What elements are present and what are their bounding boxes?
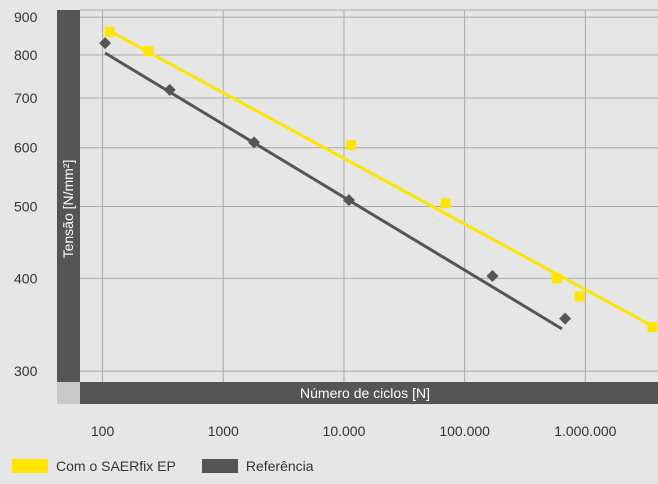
trend-line-referencia [104,51,563,331]
y-tick-label: 500 [14,198,38,214]
data-point-saerfix [143,46,154,57]
y-axis-label: Tensão [N/mm²] [60,160,76,259]
x-tick-label: 10.000 [323,423,366,439]
data-point-saerfix [440,198,451,209]
x-tick-label: 1000 [208,423,239,439]
y-tick-label: 600 [14,140,38,156]
data-point-referencia [342,194,355,207]
x-tick-labels: 100 1000 10.000 100.000 1.000.000 [91,423,617,439]
data-point-referencia [163,83,176,96]
y-tick-label: 400 [14,270,38,286]
data-point-saerfix [574,291,585,302]
legend-swatch-referencia [201,459,238,473]
series-layer [99,26,658,332]
data-point-referencia [486,269,499,282]
data-point-saerfix [346,140,357,151]
legend-label-referencia: Referência [245,458,314,474]
grid [80,9,658,382]
x-axis-label: Número de ciclos [N] [300,385,430,401]
data-point-saerfix [104,26,115,37]
legend-swatch-saerfix [12,459,48,473]
legend-item-saerfix: Com o SAERfix EP [12,458,176,474]
x-tick-label: 100.000 [439,423,490,439]
data-point-saerfix [551,273,562,284]
y-tick-label: 800 [14,47,38,63]
y-axis-band [57,10,80,382]
axis-corner [57,382,80,404]
y-tick-label: 900 [14,9,38,25]
x-tick-label: 1.000.000 [554,423,616,439]
data-point-referencia [559,312,572,325]
y-tick-labels: 300 400 500 600 700 800 900 [14,9,38,379]
x-tick-label: 100 [91,423,115,439]
legend: Com o SAERfix EP Referência [12,458,340,474]
series-referencia [99,37,572,331]
data-point-saerfix [647,321,658,332]
data-point-referencia [99,37,112,50]
x-axis-band [80,382,658,404]
legend-label-saerfix: Com o SAERfix EP [56,458,176,474]
data-point-referencia [248,136,261,149]
series-saerfix [104,26,658,332]
y-tick-label: 300 [14,363,38,379]
y-tick-label: 700 [14,90,38,106]
legend-item-referencia: Referência [201,458,314,474]
